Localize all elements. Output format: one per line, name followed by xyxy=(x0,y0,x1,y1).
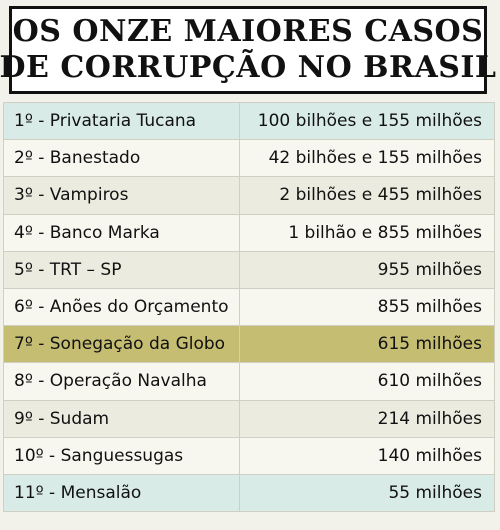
table-row: 8º - Operação Navalha 610 milhões xyxy=(3,362,496,401)
case-value: 855 milhões xyxy=(238,287,496,327)
table-row: 5º - TRT – SP 955 milhões xyxy=(3,250,496,289)
case-value: 2 bilhões e 455 milhões xyxy=(238,176,496,215)
case-value: 214 milhões xyxy=(238,399,496,438)
case-name: 4º - Banco Marka xyxy=(3,213,240,252)
case-name: 11º - Mensalão xyxy=(3,473,240,513)
case-name: 1º - Privataria Tucana xyxy=(3,101,240,141)
table-row: 4º - Banco Marka 1 bilhão e 855 milhões xyxy=(3,213,496,252)
case-value: 42 bilhões e 155 milhões xyxy=(238,139,496,178)
case-name: 10º - Sanguessugas xyxy=(3,436,240,475)
case-name: 2º - Banestado xyxy=(3,139,240,178)
case-name: 9º - Sudam xyxy=(3,399,240,438)
title-line-1: OS ONZE MAIORES CASOS xyxy=(12,14,484,49)
case-name: 5º - TRT – SP xyxy=(3,250,240,289)
case-name: 3º - Vampiros xyxy=(3,176,240,215)
title-line-2: DE CORRUPÇÃO NO BRASIL xyxy=(0,50,497,85)
case-name: 7º - Sonegação da Globo xyxy=(3,325,240,364)
case-value: 615 milhões xyxy=(238,325,496,364)
table-row-highlighted: 7º - Sonegação da Globo 615 milhões xyxy=(3,325,496,364)
table-row: 6º - Anões do Orçamento 855 milhões xyxy=(3,287,496,327)
table-row: 2º - Banestado 42 bilhões e 155 milhões xyxy=(3,139,496,178)
case-value: 140 milhões xyxy=(238,436,496,475)
case-name: 8º - Operação Navalha xyxy=(3,362,240,401)
table-row: 9º - Sudam 214 milhões xyxy=(3,399,496,438)
case-value: 1 bilhão e 855 milhões xyxy=(238,213,496,252)
table-row: 11º - Mensalão 55 milhões xyxy=(3,473,496,513)
title-box: OS ONZE MAIORES CASOS DE CORRUPÇÃO NO BR… xyxy=(0,6,496,94)
corruption-cases-table: 1º - Privataria Tucana 100 bilhões e 155… xyxy=(3,101,496,513)
case-value: 100 bilhões e 155 milhões xyxy=(238,101,496,141)
case-value: 610 milhões xyxy=(238,362,496,401)
case-value: 55 milhões xyxy=(238,473,496,513)
table-row: 1º - Privataria Tucana 100 bilhões e 155… xyxy=(3,101,496,141)
case-name: 6º - Anões do Orçamento xyxy=(3,287,240,327)
table-row: 10º - Sanguessugas 140 milhões xyxy=(3,436,496,475)
table-row: 3º - Vampiros 2 bilhões e 455 milhões xyxy=(3,176,496,215)
case-value: 955 milhões xyxy=(238,250,496,289)
